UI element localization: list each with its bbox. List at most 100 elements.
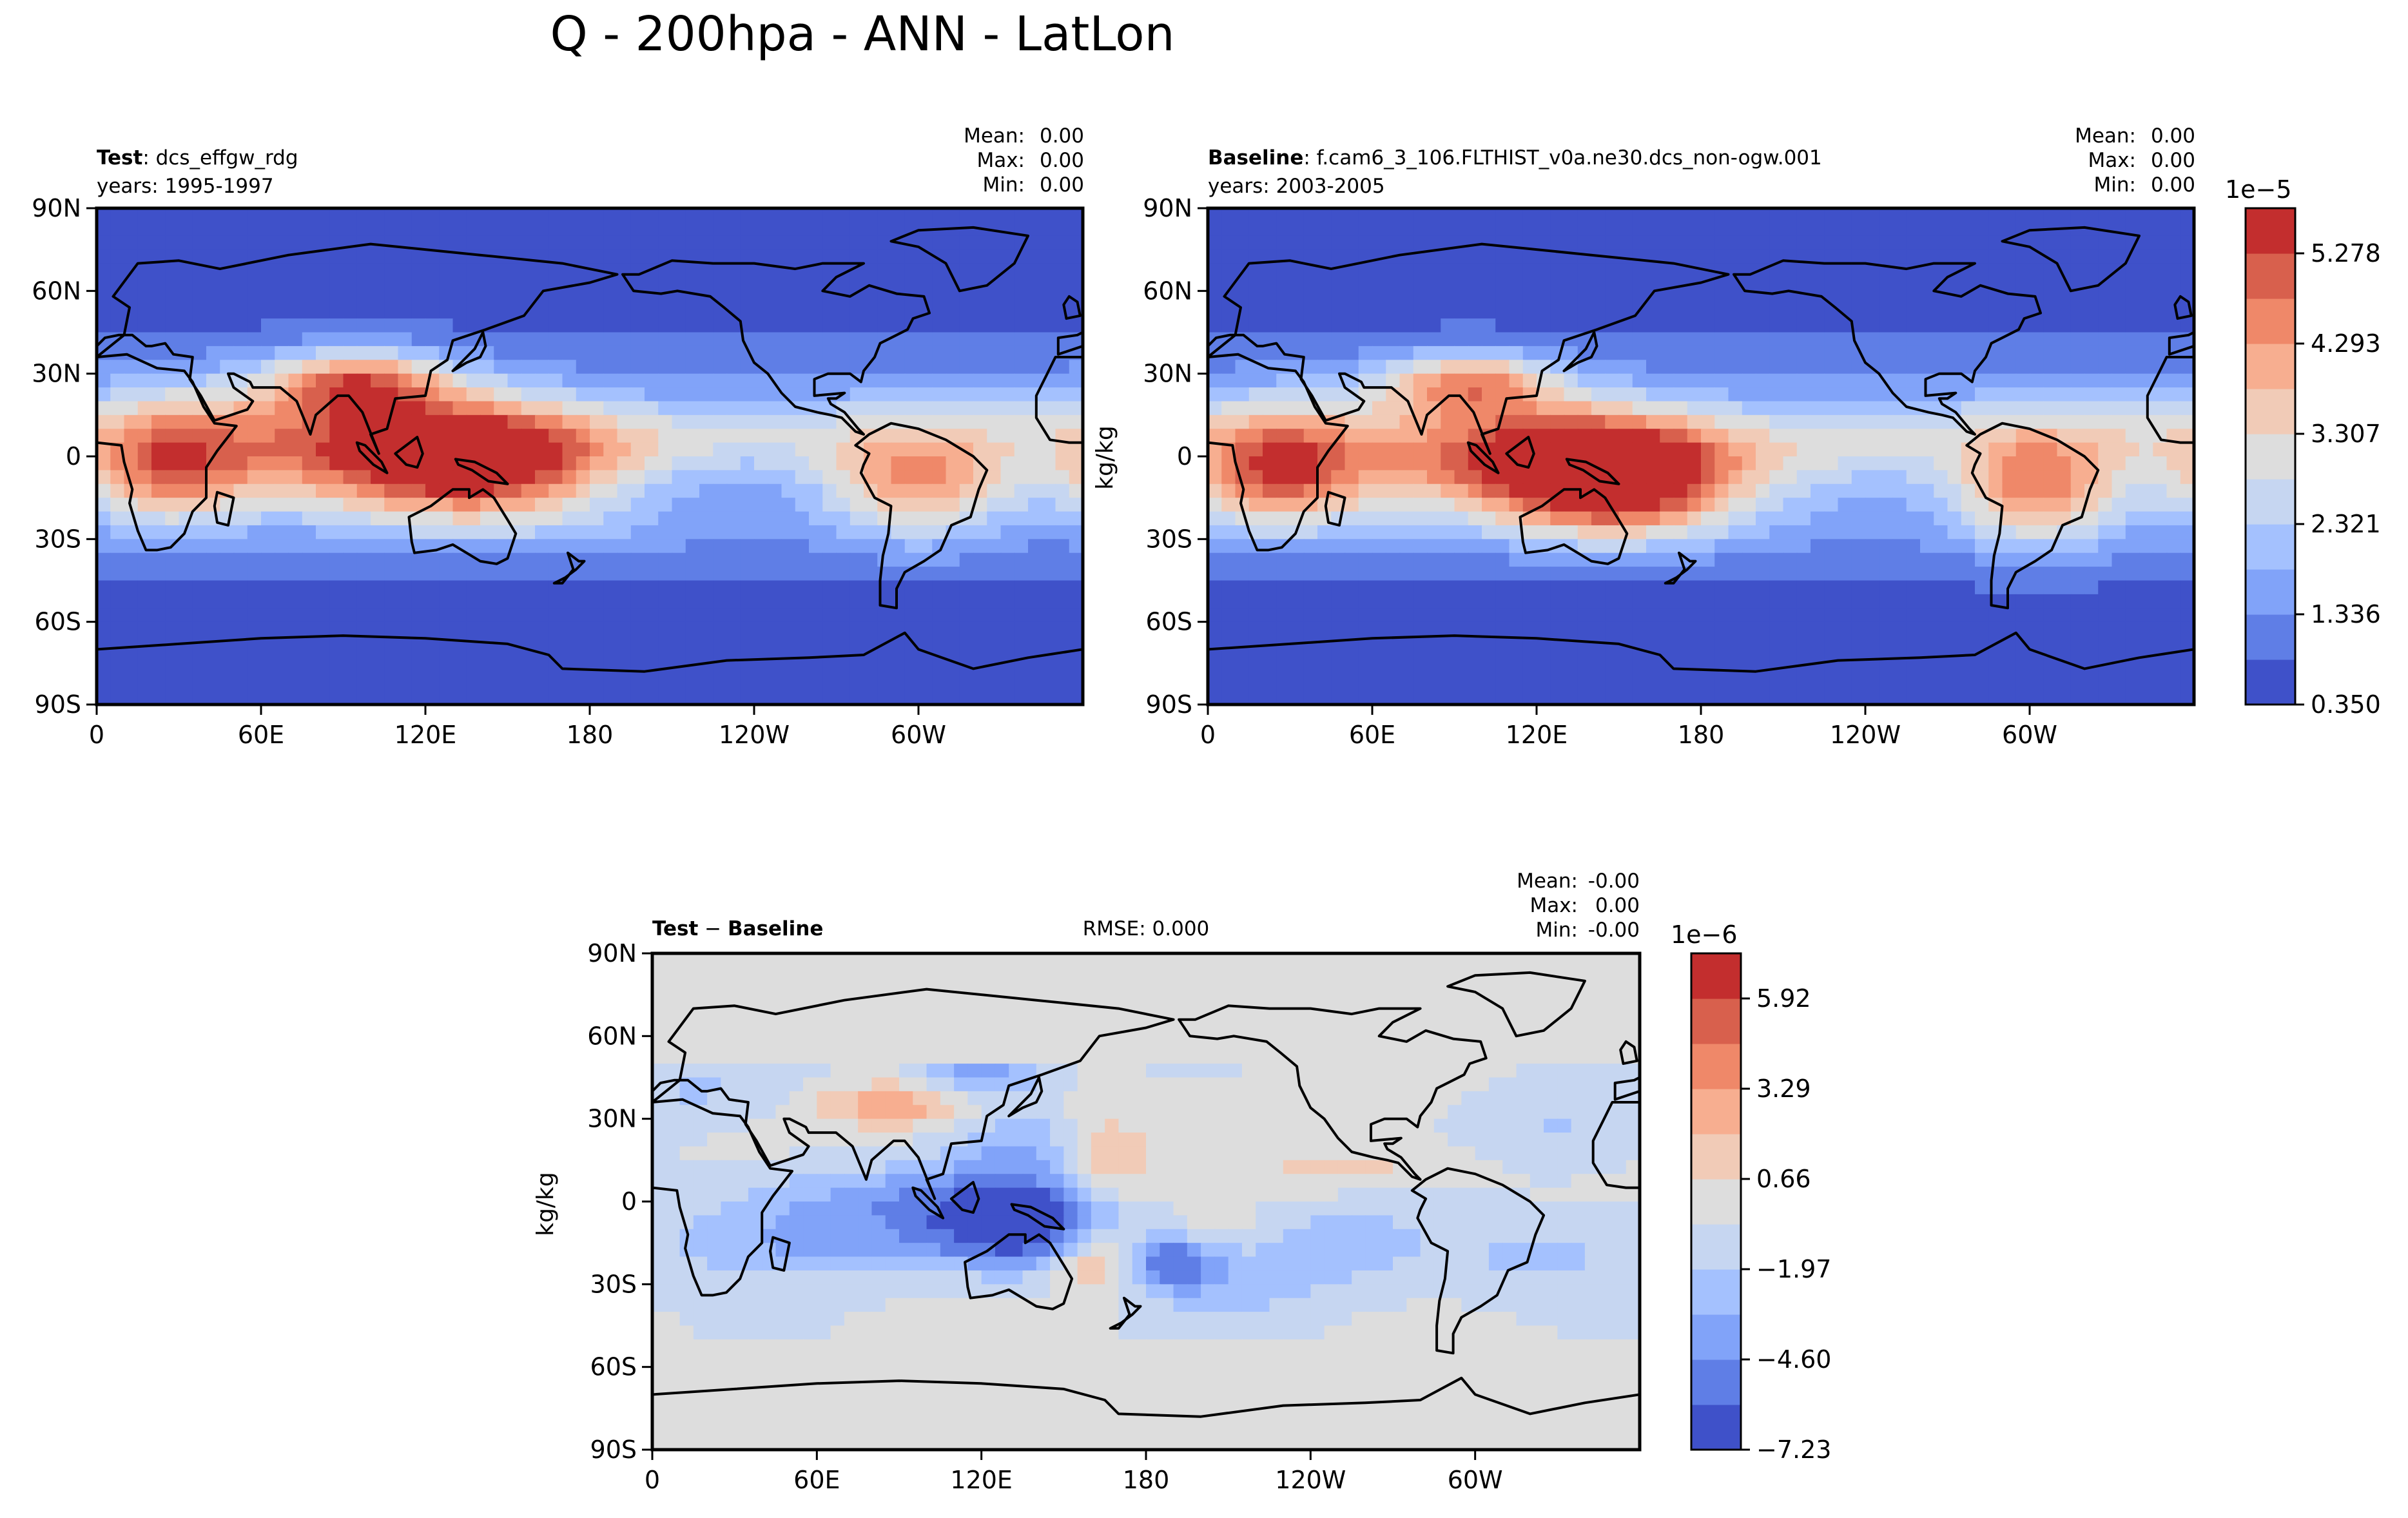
field-cell [562,511,577,526]
field-cell [1632,580,1647,595]
field-cell [1701,291,1716,306]
field-cell [877,373,892,388]
field-cell [275,498,289,512]
field-cell [795,414,810,430]
field-cell [220,636,235,650]
field-cell [494,291,509,306]
field-cell [151,222,166,237]
field-cell [822,567,837,581]
field-cell [398,304,413,319]
field-cell [973,332,988,347]
field-cell [425,222,440,237]
field-cell [2043,235,2058,250]
field-cell [398,525,413,540]
field-cell [439,567,454,581]
field-cell [754,373,769,388]
field-cell [645,498,659,512]
field-cell [672,442,686,457]
field-cell [398,567,413,581]
field-cell [630,442,645,457]
field-cell [1441,525,1455,540]
field-cell [261,483,276,498]
field-cell [1069,608,1083,623]
field-cell [1000,483,1015,498]
field-cell [1468,608,1482,623]
field-cell [439,621,454,636]
field-cell [2057,414,2072,430]
field-cell [1838,429,1852,443]
field-cell [946,663,960,678]
field-cell [261,318,276,333]
field-cell [699,277,714,292]
field-cell [1042,401,1056,416]
field-cell [1906,580,1921,595]
field-cell [1454,304,1469,319]
field-cell [371,318,385,333]
field-cell [2166,498,2181,512]
field-cell [768,649,782,664]
field-cell [179,663,193,678]
field-cell [603,442,618,457]
field-cell [1769,414,1784,430]
field-cell [110,636,125,650]
field-cell [754,456,769,471]
field-cell [1028,663,1043,678]
field-cell [1028,208,1043,223]
field-cell [425,470,440,485]
field-cell [1961,263,1976,278]
field-cell [713,621,728,636]
field-cell [1879,332,1894,347]
field-cell [329,690,344,705]
field-cell [1317,387,1332,402]
field-cell [1632,539,1647,554]
field-cell [1947,636,1962,650]
field-cell [1920,249,1935,264]
field-cell [726,539,741,554]
field-cell [932,291,947,306]
field-cell [1591,608,1606,623]
field-cell [713,594,728,609]
field-cell [1276,277,1291,292]
field-cell [1454,249,1469,264]
field-cell [850,608,864,623]
field-cell [1879,580,1894,595]
field-cell [439,263,454,278]
field-cell [2166,470,2181,485]
field-cell [1605,580,1620,595]
field-cell [891,360,906,375]
field-cell [1756,360,1771,375]
field-cell [247,387,262,402]
field-cell [1838,332,1852,347]
field-cell [768,414,782,430]
field-cell [987,291,1002,306]
field-cell [1714,470,1729,485]
field-cell [1317,373,1332,388]
field-cell [1811,318,1825,333]
field-cell [535,332,550,347]
field-cell [1482,360,1497,375]
field-cell [1838,539,1852,554]
field-cell [1796,373,1811,388]
field-cell [768,304,782,319]
field-cell [302,567,316,581]
field-cell [1975,414,1990,430]
field-cell [1208,318,1223,333]
field-cell [630,456,645,471]
field-cell [356,608,371,623]
field-cell [288,456,303,471]
field-cell [740,208,755,223]
field-cell [1345,483,1359,498]
field-cell [1811,483,1825,498]
field-cell [1427,567,1442,581]
field-cell [1000,235,1015,250]
field-cell [151,249,166,264]
field-cell [1824,318,1839,333]
field-cell [425,304,440,319]
field-cell [1892,442,1907,457]
field-cell [959,483,974,498]
field-cell [1769,222,1784,237]
field-cell [1824,552,1839,567]
field-cell [1290,539,1305,554]
field-cell [822,594,837,609]
field-cell [494,456,509,471]
